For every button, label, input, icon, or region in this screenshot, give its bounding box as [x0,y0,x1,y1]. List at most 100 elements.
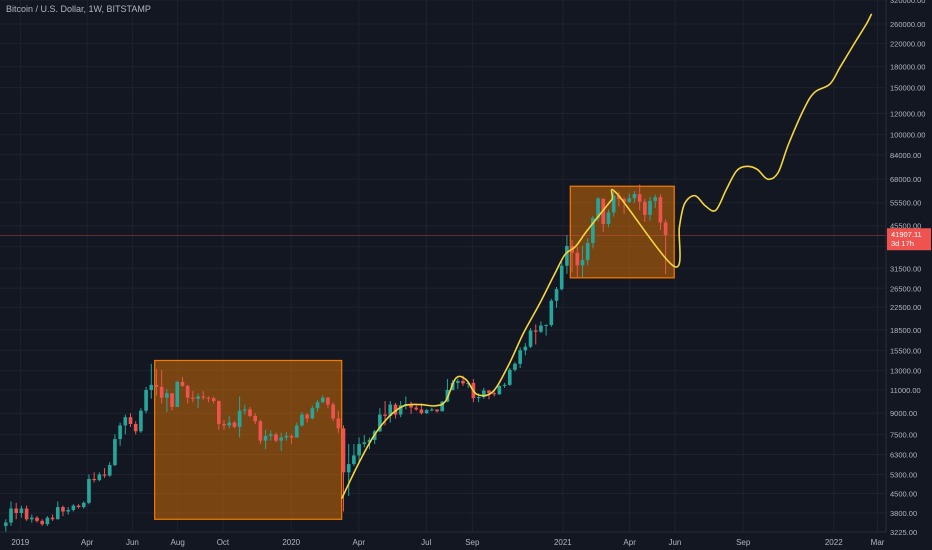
y-tick-label: 68000.00 [890,175,921,184]
y-tick-label: 26500.00 [890,284,921,293]
candle-body [663,222,668,236]
x-tick-label: 2019 [11,538,29,547]
candle-body [455,380,460,383]
x-tick-label: 2020 [282,538,300,547]
candle-body [383,414,387,416]
candle-body [492,393,496,395]
candle-body [175,381,180,407]
candle-body [637,194,642,202]
candle-body [248,409,252,416]
y-tick-label: 4500.00 [890,489,917,498]
candle-body [585,242,590,261]
candle-body [627,198,632,203]
y-tick-label: 9000.00 [890,409,917,418]
candle-body [414,407,419,410]
candle-body [575,252,580,266]
x-tick-label: Sep [465,538,480,547]
candle-body [476,397,481,399]
x-tick-label: Oct [217,538,230,547]
candle-body [528,330,533,347]
candle-body [128,417,133,425]
y-tick-label: 3800.00 [890,509,917,518]
candle-body [253,415,258,422]
candle-body [362,442,367,444]
candle-body [419,409,424,414]
x-tick-label: Jun [126,538,139,547]
candle-body [149,384,154,391]
candle-body [643,201,647,215]
x-tick-label: Jul [421,538,431,547]
x-tick-label: Apr [623,538,636,547]
candle-body [274,434,278,441]
candle-body [294,425,299,438]
candle-body [217,401,221,425]
y-tick-label: 15500.00 [890,346,921,355]
candle-body [206,397,211,399]
candle-body [268,434,273,436]
candle-body [87,478,91,503]
y-tick-label: 5300.00 [890,471,917,480]
candle-body [315,402,320,409]
x-tick-label: 2021 [554,538,572,547]
candle-body [331,404,335,419]
candle-body [81,502,86,508]
chart-title: Bitcoin / U.S. Dollar, 1W, BITSTAMP [6,4,151,14]
candle-body [487,390,491,394]
x-tick-label: Sep [736,538,751,547]
candle-body [9,508,13,523]
candle-body [352,455,356,465]
candle-body [533,330,538,332]
y-tick-label: 260000.00 [890,20,925,29]
candle-body [14,508,19,514]
candle-body [185,385,190,398]
countdown-label: 3d 17h [891,239,914,248]
candle-body [513,363,517,370]
candle-body [237,410,242,427]
candle-body [300,414,304,426]
y-tick-label: 150000.00 [890,84,925,93]
y-tick-label: 3225.00 [890,528,917,537]
y-tick-label: 11000.00 [890,386,921,395]
candle-body [61,507,65,512]
candle-body [24,508,29,520]
candle-body [591,218,595,243]
candle-body [118,425,122,440]
candle-body [170,393,174,407]
last-price-label: 41907.11 [891,230,922,239]
candle-body [409,403,413,408]
candle-body [544,324,548,326]
candle-body [658,197,663,223]
candle-body [435,409,439,412]
candle-body [393,404,398,415]
candle-body [180,381,185,386]
candle-body [284,435,289,438]
candle-body [481,390,486,398]
candle-body [227,422,232,426]
candle-body [123,417,128,426]
candle-body [388,404,393,416]
x-tick-label: Apr [81,538,94,547]
candle-body [222,424,226,426]
candle-body [606,212,611,224]
y-tick-label: 180000.00 [890,63,925,72]
x-tick-label: Jun [668,538,681,547]
candle-body [502,384,507,386]
candle-body [154,384,159,387]
candle-body [596,198,600,219]
y-tick-label: 31500.00 [890,264,921,273]
candle-body [113,439,117,466]
candle-body [341,428,346,473]
x-tick-label: 2022 [825,538,843,547]
candle-body [97,474,102,481]
candle-body [611,195,616,213]
candle-body [279,437,283,441]
candle-body [398,405,403,415]
candle-body [559,265,564,290]
candle-body [336,418,341,429]
y-tick-label: 220000.00 [890,39,925,48]
candle-body [211,398,216,402]
candle-body [326,397,330,405]
candle-body [35,517,39,521]
candle-body [461,380,465,384]
